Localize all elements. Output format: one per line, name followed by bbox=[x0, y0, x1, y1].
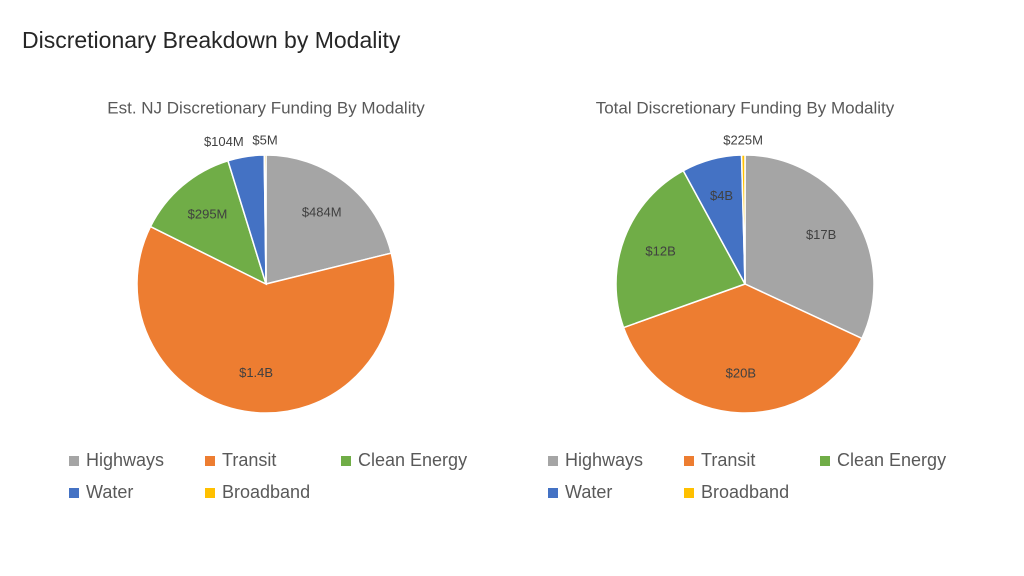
legend-label: Water bbox=[565, 482, 612, 502]
legend-label: Clean Energy bbox=[358, 450, 467, 470]
legend-swatch bbox=[548, 456, 558, 466]
data-label: $4B bbox=[710, 188, 733, 203]
pie-slice bbox=[263, 154, 267, 285]
legend-swatch bbox=[684, 456, 694, 466]
data-label: $5M bbox=[252, 132, 277, 147]
data-label: $295M bbox=[188, 207, 228, 222]
data-label: $12B bbox=[645, 243, 675, 258]
data-label: $225M bbox=[723, 132, 763, 147]
legend-label: Broadband bbox=[701, 482, 789, 502]
legend-label: Transit bbox=[701, 450, 755, 470]
data-label: $484M bbox=[302, 204, 342, 219]
pie-slice bbox=[740, 154, 746, 285]
legend-label: Highways bbox=[86, 450, 164, 470]
legend-swatch bbox=[205, 456, 215, 466]
legend-swatch bbox=[69, 488, 79, 498]
data-label: $17B bbox=[806, 227, 836, 242]
legend-label: Highways bbox=[565, 450, 643, 470]
pie-slice bbox=[622, 283, 863, 414]
legend-swatch bbox=[548, 488, 558, 498]
pie-slice bbox=[615, 169, 747, 329]
legend-label: Broadband bbox=[222, 482, 310, 502]
legend-label: Transit bbox=[222, 450, 276, 470]
legend-swatch bbox=[205, 488, 215, 498]
chart-title: Total Discretionary Funding By Modality bbox=[596, 98, 895, 117]
legend-label: Clean Energy bbox=[837, 450, 946, 470]
legend-label: Water bbox=[86, 482, 133, 502]
data-label: $1.4B bbox=[239, 365, 273, 380]
data-label: $104M bbox=[204, 134, 244, 149]
pie-slice bbox=[744, 154, 875, 340]
pie-slice bbox=[136, 225, 396, 414]
chart-title: Est. NJ Discretionary Funding By Modalit… bbox=[107, 98, 425, 117]
pie-slice bbox=[265, 154, 393, 285]
legend-swatch bbox=[341, 456, 351, 466]
data-label: $20B bbox=[726, 366, 756, 381]
legend-swatch bbox=[684, 488, 694, 498]
legend-swatch bbox=[820, 456, 830, 466]
page-title: Discretionary Breakdown by Modality bbox=[22, 27, 401, 53]
legend-swatch bbox=[69, 456, 79, 466]
